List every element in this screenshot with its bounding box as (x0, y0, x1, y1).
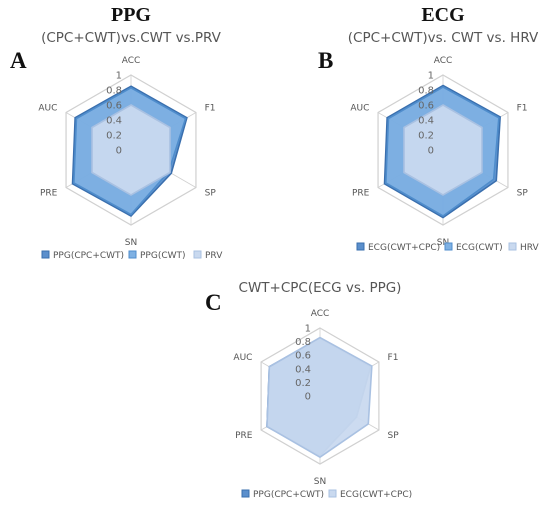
radar-tick-label: 0.6 (418, 101, 434, 112)
radar-tick-label: 0.4 (295, 364, 311, 375)
legend-swatch (128, 250, 137, 259)
radar-tick-label: 0.6 (106, 101, 122, 112)
radar-axis-label-f1: F1 (205, 104, 216, 114)
radar-series-ecg-cwt-cpc (266, 336, 373, 459)
radar-axis-label-sp: SP (388, 431, 400, 441)
legend-label: ECG(CWT+CPC) (340, 490, 412, 500)
radar-axis-label-auc: AUC (350, 104, 369, 114)
radar-tick-label: 0.8 (418, 86, 434, 97)
panel-a-title: PPG (111, 4, 151, 26)
panel-a-radar: 1 0.8 0.6 0.4 0.2 0 ACC F1 SP SN PRE AUC (38, 56, 216, 248)
panel-a-subtitle: (CPC+CWT)vs.CWT vs.PRV (41, 30, 222, 46)
legend-label: PPG(CPC+CWT) (53, 251, 124, 261)
radar-series-prv (91, 104, 171, 196)
radar-axis-label-acc: ACC (311, 309, 330, 319)
legend-label: PRV (205, 251, 223, 261)
legend-label: ECG(CWT+CPC) (368, 243, 440, 253)
radar-tick-label: 0.4 (418, 116, 434, 127)
radar-tick-label: 0.8 (295, 337, 311, 348)
panel-b-legend: ECG(CWT+CPC) ECG(CWT) HRV (356, 242, 540, 253)
panel-c-legend: PPG(CPC+CWT) ECG(CWT+CPC) (241, 489, 412, 500)
panel-b-title: ECG (421, 4, 465, 26)
radar-tick-label: 0.2 (106, 131, 122, 142)
legend-swatch (444, 242, 453, 251)
radar-tick-label: 0.6 (295, 351, 311, 362)
legend-label: PPG(CWT) (140, 251, 186, 261)
radar-tick-label: 1 (116, 71, 122, 82)
panel-b-letter: B (318, 48, 333, 73)
panel-c: CWT+CPC(ECG vs. PPG) C 1 0.8 0.6 0.4 0.2 0 ACC… (205, 280, 412, 500)
panel-a-letter: A (10, 48, 27, 73)
legend-swatch (328, 489, 337, 498)
radar-axis-label-sn: SN (314, 477, 326, 487)
radar-axis-label-acc: ACC (434, 56, 453, 66)
panel-b-radar: 1 0.8 0.6 0.4 0.2 0 ACC F1 SP SN PRE AUC (350, 56, 528, 248)
legend-swatch (508, 242, 517, 251)
panel-c-radar: 1 0.8 0.6 0.4 0.2 0 ACC F1 SP SN PRE AUC (233, 309, 399, 487)
radar-axis-label-auc: AUC (38, 104, 57, 114)
radar-axis-label-sn: SN (125, 238, 137, 248)
radar-tick-label: 1 (305, 324, 311, 335)
radar-axis-label-f1: F1 (388, 353, 399, 363)
radar-tick-label: 0 (305, 392, 311, 403)
panel-a-legend: PPG(CPC+CWT) PPG(CWT) PRV (41, 250, 223, 261)
legend-swatch (241, 489, 250, 498)
radar-axis-label-sn: SN (437, 238, 449, 248)
radar-axis-label-pre: PRE (235, 431, 253, 441)
radar-tick-label: 0.8 (106, 86, 122, 97)
radar-tick-label: 0.2 (295, 378, 311, 389)
panel-a: PPG (CPC+CWT)vs.CWT vs.PRV A 1 0.8 0.6 0.4 0… (10, 4, 223, 261)
radar-axis-label-f1: F1 (517, 104, 528, 114)
panel-b-subtitle: (CPC+CWT)vs. CWT vs. HRV (348, 30, 539, 46)
legend-label: ECG(CWT) (456, 243, 503, 253)
radar-axis-label-acc: ACC (122, 56, 141, 66)
legend-label: HRV (520, 243, 540, 253)
radar-tick-label: 0.4 (106, 116, 122, 127)
panel-c-letter: C (205, 290, 222, 315)
legend-swatch (356, 242, 365, 251)
radar-axis-label-pre: PRE (40, 189, 58, 199)
radar-tick-label: 0.2 (418, 131, 434, 142)
radar-tick-label: 0 (116, 146, 122, 157)
radar-axis-label-sp: SP (205, 189, 217, 199)
radar-axis-label-pre: PRE (352, 189, 370, 199)
legend-swatch (41, 250, 50, 259)
legend-label: PPG(CPC+CWT) (253, 490, 324, 500)
radar-tick-label: 1 (428, 71, 434, 82)
radar-axis-label-sp: SP (517, 189, 529, 199)
radar-axis-label-auc: AUC (233, 353, 252, 363)
panel-b: ECG (CPC+CWT)vs. CWT vs. HRV B 1 0.8 0.6 0.… (318, 4, 540, 253)
panel-c-subtitle: CWT+CPC(ECG vs. PPG) (239, 280, 402, 296)
radar-series-hrv (403, 104, 483, 196)
legend-swatch (193, 250, 202, 259)
radar-tick-label: 0 (428, 146, 434, 157)
